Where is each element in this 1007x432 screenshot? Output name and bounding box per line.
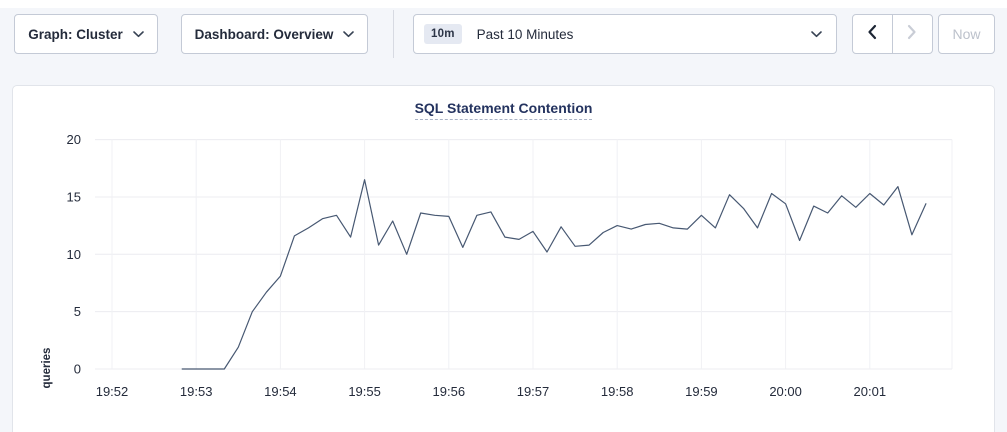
toolbar-divider bbox=[393, 10, 394, 58]
x-tick-label: 19:56 bbox=[433, 384, 466, 399]
now-button[interactable]: Now bbox=[938, 14, 995, 54]
dashboard-dropdown-label: Dashboard: Overview bbox=[194, 26, 334, 42]
chart-title[interactable]: SQL Statement Contention bbox=[414, 100, 593, 120]
time-shift-next-button[interactable] bbox=[893, 15, 933, 53]
x-tick-label: 20:00 bbox=[769, 384, 802, 399]
time-shift-button-group bbox=[852, 14, 933, 54]
chevron-down-icon bbox=[343, 30, 355, 38]
page-top-strip bbox=[0, 0, 1007, 8]
y-tick-label: 5 bbox=[74, 304, 81, 319]
chart-axis-labels: 0 5 10 15 20 19:52 19:53 19:54 19:55 19:56 19:57 19… bbox=[67, 132, 887, 399]
x-tick-label: 19:52 bbox=[96, 384, 129, 399]
sql-statement-contention-chart[interactable]: 0 5 10 15 20 19:52 19:53 19:54 19:55 19:56 19:57 19… bbox=[13, 116, 996, 432]
time-range-dropdown[interactable]: 10m Past 10 Minutes bbox=[413, 14, 837, 54]
graph-dropdown[interactable]: Graph: Cluster bbox=[14, 14, 158, 54]
time-range-label: Past 10 Minutes bbox=[476, 26, 574, 42]
y-tick-label: 15 bbox=[67, 189, 81, 204]
time-shift-prev-button[interactable] bbox=[853, 15, 893, 53]
graph-dropdown-label: Graph: Cluster bbox=[28, 26, 123, 42]
x-tick-label: 19:53 bbox=[180, 384, 213, 399]
x-tick-label: 19:55 bbox=[348, 384, 381, 399]
x-tick-label: 19:59 bbox=[685, 384, 718, 399]
y-axis-title: queries bbox=[41, 348, 53, 389]
x-tick-label: 19:57 bbox=[517, 384, 550, 399]
chart-title-row: SQL Statement Contention bbox=[13, 100, 994, 120]
dashboard-dropdown[interactable]: Dashboard: Overview bbox=[181, 14, 368, 54]
chevron-down-icon bbox=[132, 30, 144, 38]
queries-series-line bbox=[181, 179, 927, 370]
chart-card: SQL Statement Contention 0 5 10 15 20 19:52 19… bbox=[12, 85, 995, 432]
x-tick-label: 19:58 bbox=[601, 384, 634, 399]
y-tick-label: 20 bbox=[67, 132, 81, 147]
y-tick-label: 0 bbox=[74, 362, 81, 377]
x-tick-label: 19:54 bbox=[264, 384, 297, 399]
y-tick-label: 10 bbox=[67, 247, 81, 262]
chart-gridlines bbox=[95, 139, 953, 370]
x-tick-label: 20:01 bbox=[854, 384, 887, 399]
chevron-right-icon bbox=[906, 24, 918, 45]
chevron-down-icon bbox=[811, 25, 822, 43]
time-range-badge: 10m bbox=[424, 24, 462, 44]
chevron-left-icon bbox=[866, 24, 878, 45]
